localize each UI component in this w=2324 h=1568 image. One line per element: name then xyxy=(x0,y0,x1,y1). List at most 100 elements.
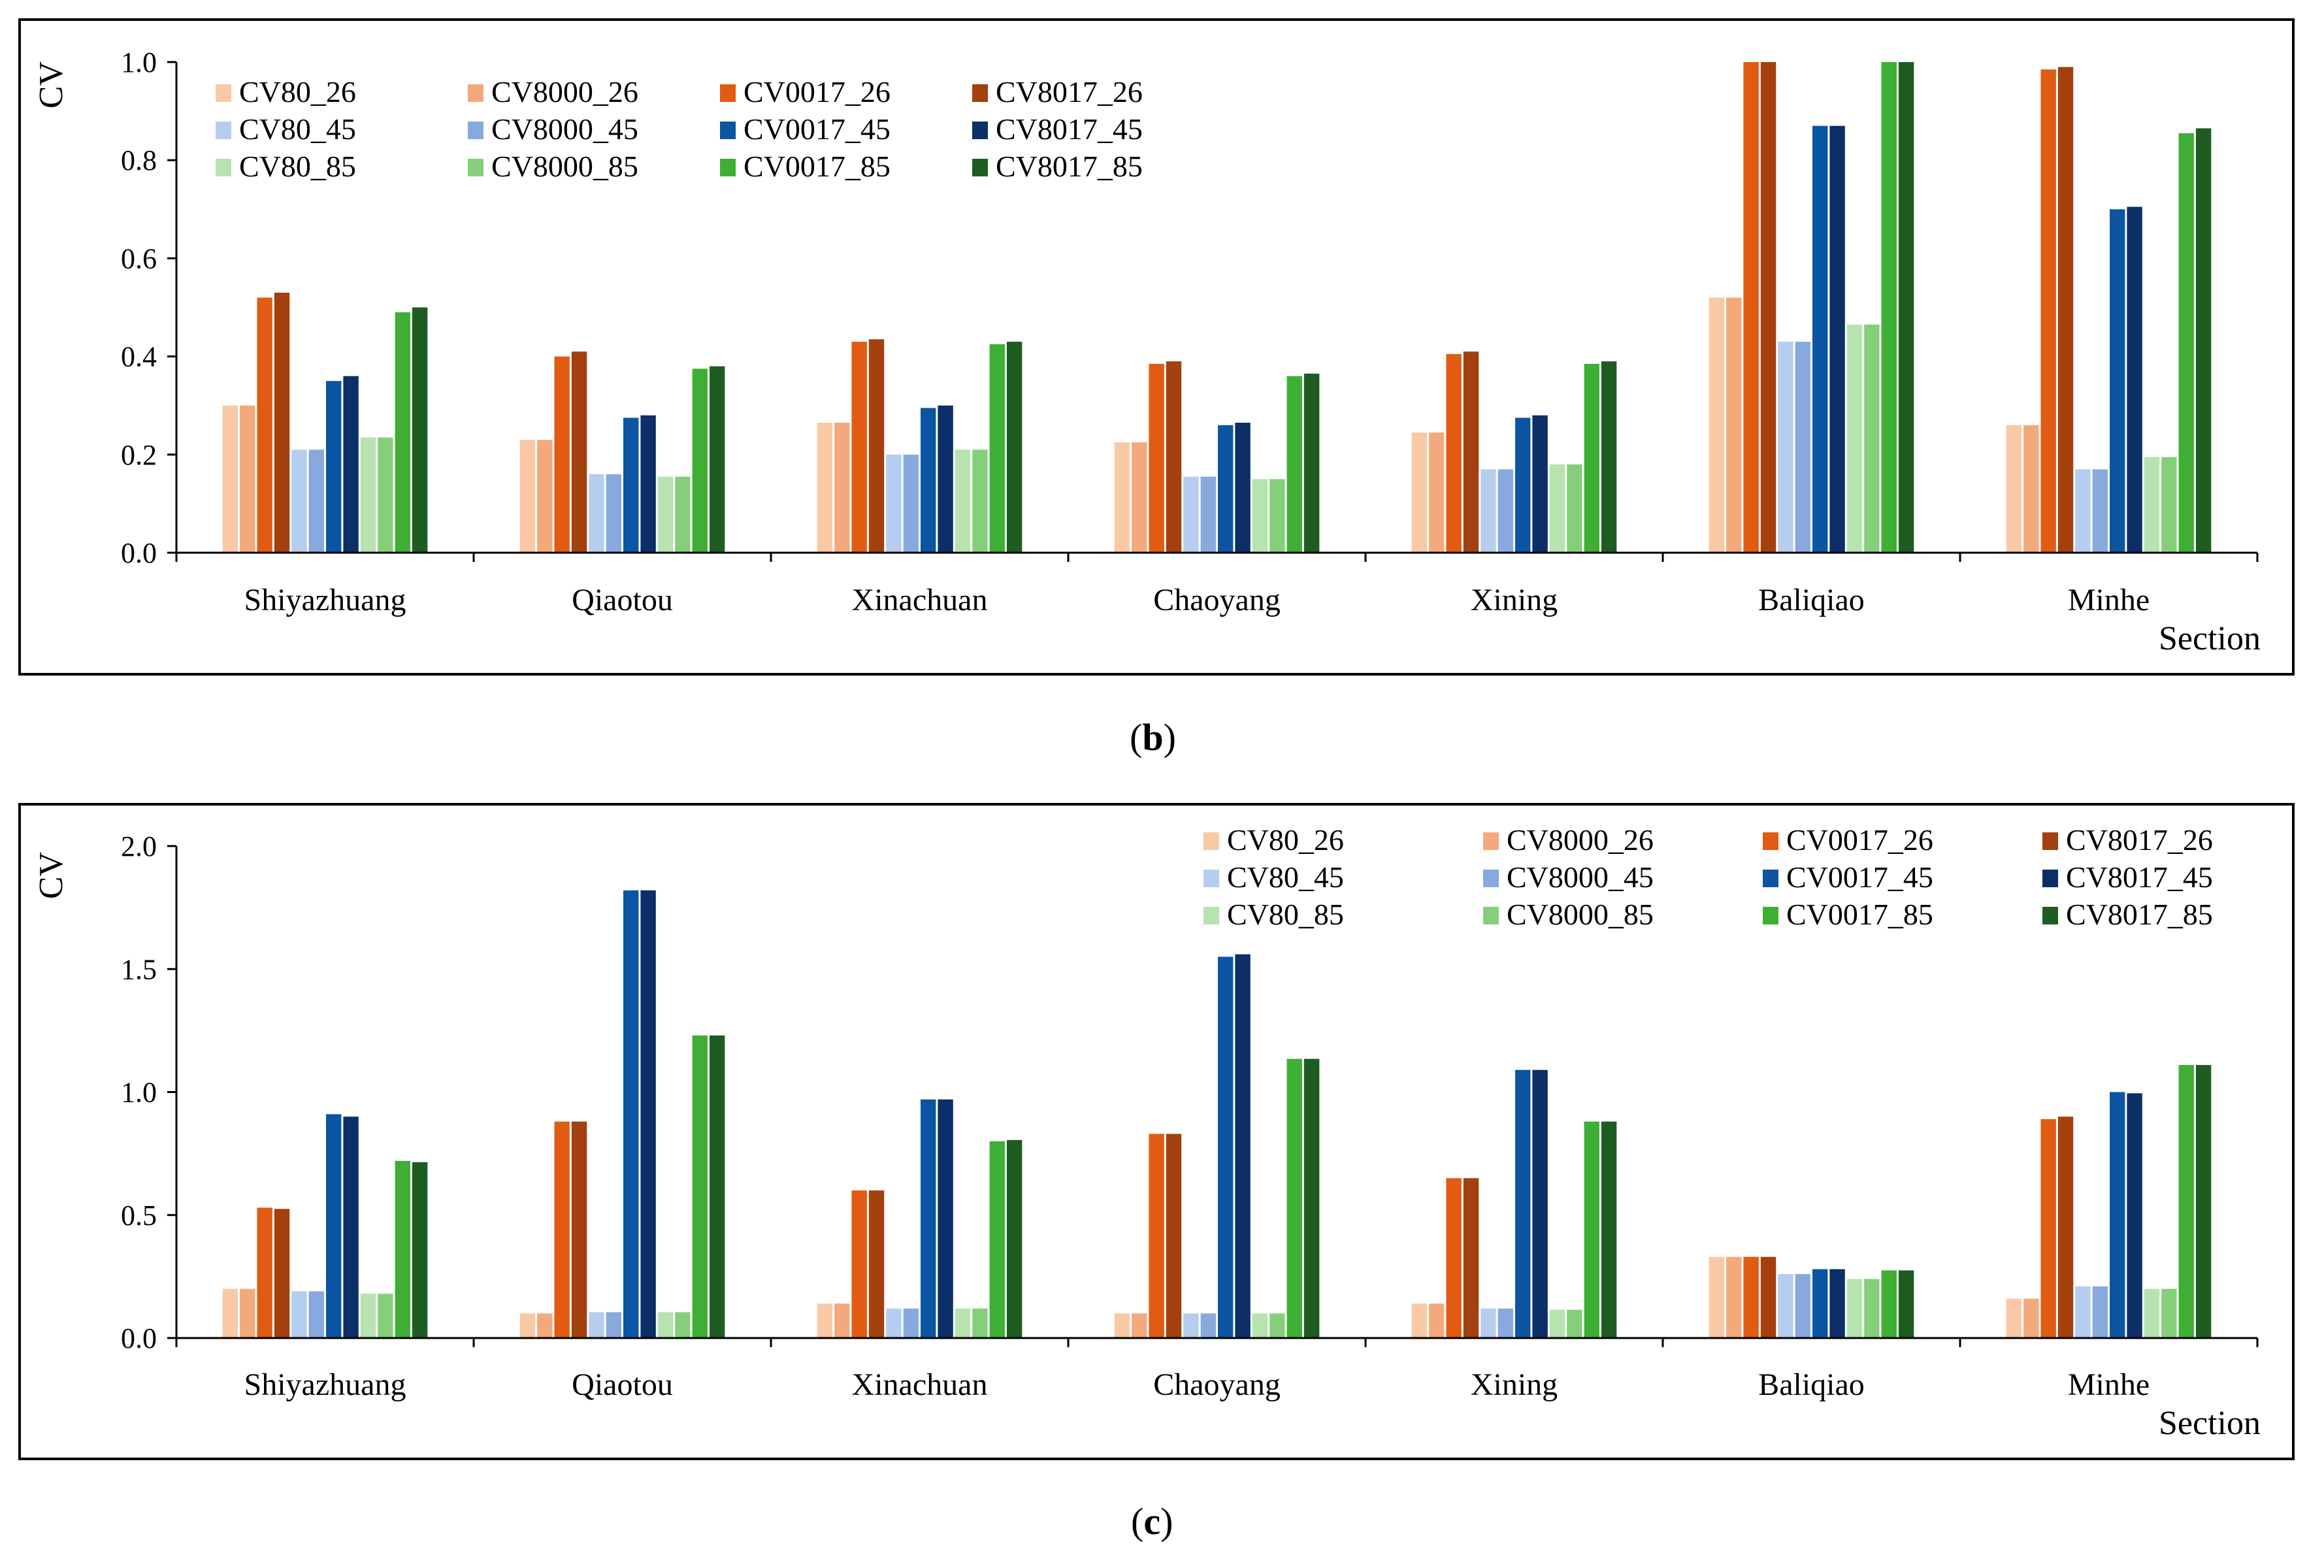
legend-swatch xyxy=(216,84,231,102)
bar-cv80-45 xyxy=(886,454,902,553)
bar-cv8017-26 xyxy=(868,1190,885,1338)
bar-cv8000-85 xyxy=(972,1308,988,1338)
legend-label: CV0017_45 xyxy=(744,112,891,146)
bar-cv8000-26 xyxy=(1726,297,1742,553)
bar-cv8017-26 xyxy=(1463,1178,1479,1338)
bar-cv8000-26 xyxy=(240,405,255,553)
bar-cv8000-26 xyxy=(1726,1256,1742,1338)
bar-cv8000-85 xyxy=(1269,479,1285,553)
bar-cv8017-85 xyxy=(709,366,725,553)
bar-cv80-85 xyxy=(360,1294,376,1338)
bar-cv80-45 xyxy=(589,1312,604,1338)
bar-cv0017-45 xyxy=(1515,1070,1531,1338)
y-axis-title: CV xyxy=(33,61,70,108)
bar-cv8017-45 xyxy=(1235,954,1251,1338)
bar-cv0017-85 xyxy=(2178,133,2194,553)
bar-cv8017-45 xyxy=(1829,1269,1845,1338)
y-axis-title: CV xyxy=(33,852,70,899)
bar-cv0017-26 xyxy=(554,1121,570,1338)
bar-cv8000-26 xyxy=(1132,1313,1147,1338)
bar-cv8017-26 xyxy=(571,351,587,553)
bar-cv80-45 xyxy=(2075,1286,2091,1338)
legend-label: CV0017_26 xyxy=(1786,823,1933,857)
bar-cv8000-45 xyxy=(1498,1308,1513,1338)
legend-label: CV8017_85 xyxy=(2066,898,2213,931)
legend-label: CV80_45 xyxy=(239,112,356,146)
y-tick-label: 1.5 xyxy=(121,953,157,985)
bar-cv8017-26 xyxy=(868,339,885,553)
bar-cv8017-26 xyxy=(1166,361,1182,553)
bar-cv0017-45 xyxy=(921,1099,936,1338)
bar-cv8000-26 xyxy=(240,1288,255,1338)
bar-cv80-26 xyxy=(1411,1303,1428,1338)
bar-cv0017-45 xyxy=(1218,956,1234,1338)
bar-cv8017-45 xyxy=(938,405,953,553)
bar-cv0017-45 xyxy=(1812,1269,1828,1338)
bar-cv80-85 xyxy=(657,1312,674,1338)
legend-swatch xyxy=(972,122,988,139)
legend-swatch xyxy=(720,122,736,139)
legend-label: CV80_45 xyxy=(1227,860,1344,894)
bar-cv8000-45 xyxy=(2092,1286,2108,1338)
bar-cv80-85 xyxy=(955,1308,971,1338)
bar-cv8000-45 xyxy=(606,474,621,553)
bar-cv8017-85 xyxy=(1303,1058,1320,1338)
bar-cv0017-26 xyxy=(1743,1256,1759,1338)
x-category-label: Minhe xyxy=(2068,1367,2150,1402)
bar-cv8017-45 xyxy=(343,376,359,553)
bar-cv8017-26 xyxy=(2057,1117,2074,1338)
bar-cv8000-26 xyxy=(537,1313,553,1338)
bar-cv80-45 xyxy=(1481,469,1496,553)
legend-label: CV80_85 xyxy=(239,150,356,183)
legend-label: CV80_26 xyxy=(1227,823,1344,857)
bar-cv0017-26 xyxy=(1149,363,1164,553)
bar-cv80-85 xyxy=(657,476,674,553)
bar-cv8017-45 xyxy=(640,890,656,1338)
bar-cv80-45 xyxy=(1778,342,1793,553)
bar-cv0017-85 xyxy=(989,344,1005,553)
bar-cv80-26 xyxy=(817,422,833,553)
bar-cv0017-45 xyxy=(1812,125,1828,553)
bar-cv0017-45 xyxy=(326,1114,342,1338)
bar-cv80-26 xyxy=(519,1313,536,1338)
legend-swatch xyxy=(972,159,988,176)
bar-cv8017-85 xyxy=(709,1035,725,1338)
bar-cv8000-26 xyxy=(2023,1298,2039,1338)
bar-cv80-85 xyxy=(2144,457,2160,553)
bar-cv0017-85 xyxy=(692,368,708,553)
bar-cv8000-85 xyxy=(675,1312,691,1338)
panel-caption-c: (c) xyxy=(1131,1500,1173,1543)
bar-cv0017-26 xyxy=(257,297,272,553)
legend-label: CV80_85 xyxy=(1227,898,1344,931)
chart-frame xyxy=(18,18,2295,676)
x-axis-title: Section xyxy=(2159,620,2261,657)
legend-swatch xyxy=(1483,832,1499,850)
bar-cv8000-26 xyxy=(2023,425,2039,553)
bar-cv8000-45 xyxy=(606,1312,621,1338)
bar-cv80-45 xyxy=(1183,1313,1199,1338)
legend-swatch xyxy=(468,84,483,102)
bar-cv80-85 xyxy=(1549,1309,1565,1338)
bar-cv0017-85 xyxy=(1584,363,1599,553)
x-category-label: Xinachuan xyxy=(852,583,988,617)
bar-cv8000-45 xyxy=(1795,342,1810,553)
bar-cv0017-26 xyxy=(554,356,570,553)
legend-label: CV8000_45 xyxy=(1507,860,1654,894)
bar-cv8017-26 xyxy=(1463,351,1479,553)
y-tick-label: 0.5 xyxy=(121,1200,157,1232)
legend-label: CV8017_45 xyxy=(2066,860,2213,894)
bar-cv80-45 xyxy=(589,474,604,553)
bar-cv80-26 xyxy=(222,1288,238,1338)
legend-swatch xyxy=(1483,907,1499,924)
bar-cv80-45 xyxy=(2075,469,2091,553)
bar-cv8000-26 xyxy=(834,422,850,553)
x-category-label: Chaoyang xyxy=(1153,583,1281,617)
bar-cv8017-45 xyxy=(1829,125,1845,553)
bar-cv0017-45 xyxy=(326,381,342,553)
bar-cv0017-45 xyxy=(921,408,936,553)
bar-cv8000-45 xyxy=(308,1291,324,1338)
bar-cv0017-85 xyxy=(395,1160,410,1338)
bar-cv80-26 xyxy=(817,1303,833,1338)
bar-cv8000-85 xyxy=(1864,324,1880,553)
